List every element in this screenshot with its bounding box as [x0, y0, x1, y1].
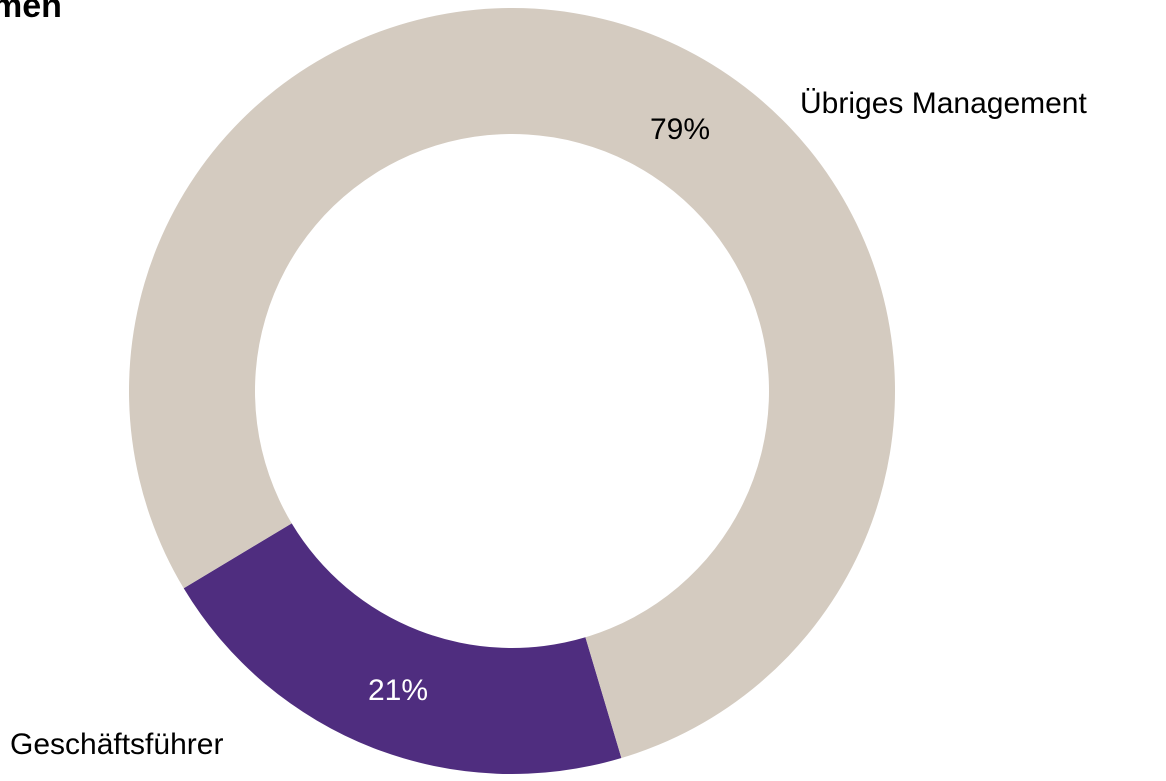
chart-title: men [0, 0, 62, 25]
donut-slice [183, 523, 622, 774]
donut-slice [129, 7, 895, 759]
data-label: 21% [368, 674, 428, 707]
category-label: Übriges Management [800, 87, 1087, 120]
category-label: Geschäftsführer [10, 728, 223, 761]
data-label: 79% [650, 113, 710, 146]
